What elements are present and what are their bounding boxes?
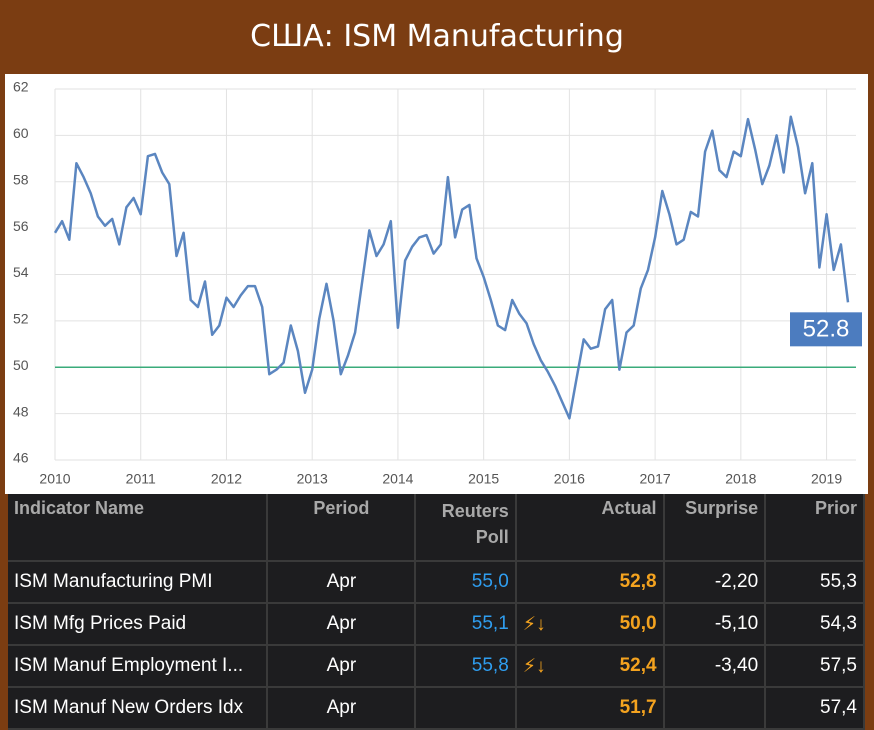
cell: ISM Manufacturing PMI bbox=[8, 561, 269, 604]
header-row: Indicator Name Period Reuters Poll Actua… bbox=[8, 494, 865, 562]
last-value-label: 52.8 bbox=[803, 316, 850, 343]
cell-text: 52,4 bbox=[619, 654, 657, 676]
alert-icon: ⚡↓ bbox=[522, 655, 546, 677]
chart: 46 48 50 52 54 56 58 60 62 2010 2011 2012 2013 2014 20… bbox=[5, 74, 868, 494]
cell: Apr bbox=[267, 687, 417, 730]
y-tick-label: 56 bbox=[13, 218, 29, 234]
x-tick-label: 2011 bbox=[126, 471, 156, 487]
cell: ISM Manuf New Orders Idx bbox=[8, 687, 269, 730]
quote-table: Indicator Name Period Reuters Poll Actua… bbox=[8, 494, 865, 730]
y-tick-label: 54 bbox=[13, 264, 29, 280]
cell: 51,7 bbox=[515, 687, 665, 730]
cell bbox=[663, 687, 767, 730]
cell: 55,1 bbox=[415, 603, 517, 646]
cell: 55,3 bbox=[765, 561, 865, 604]
x-tick-label: 2016 bbox=[554, 471, 585, 487]
y-tick-label: 62 bbox=[13, 79, 29, 95]
x-tick-label: 2012 bbox=[211, 471, 242, 487]
cell: 55,8 bbox=[415, 645, 517, 688]
line bbox=[53, 115, 850, 420]
cell: -3,40 bbox=[663, 645, 767, 688]
x-tick-label: 2010 bbox=[39, 471, 70, 487]
x-tick-label: 2019 bbox=[811, 471, 842, 487]
col-header: Actual bbox=[515, 494, 665, 562]
x-tick-label: 2017 bbox=[640, 471, 671, 487]
y-tick-label: 60 bbox=[13, 125, 29, 141]
y-tick-label: 58 bbox=[13, 171, 29, 187]
cell: -5,10 bbox=[663, 603, 767, 646]
cell: ISM Mfg Prices Paid bbox=[8, 603, 269, 646]
col-header: Period bbox=[267, 494, 417, 562]
col-header: Prior bbox=[765, 494, 865, 562]
row[interactable]: ISM Manufacturing PMI Apr 55,0 52,8 -2,2… bbox=[8, 561, 865, 604]
col-header: Surprise bbox=[663, 494, 767, 562]
cell: 52,8 bbox=[515, 561, 665, 604]
cell: 54,3 bbox=[765, 603, 865, 646]
cell: 57,5 bbox=[765, 645, 865, 688]
row[interactable]: ISM Manuf New Orders Idx Apr 51,7 57,4 bbox=[8, 687, 865, 730]
cell: ⚡↓ 50,0 bbox=[515, 603, 665, 646]
cell: Apr bbox=[267, 561, 417, 604]
y-tick-label: 48 bbox=[13, 403, 29, 419]
row[interactable]: ISM Mfg Prices Paid Apr 55,1 ⚡↓ 50,0 -5,1… bbox=[8, 603, 865, 646]
x-tick-label: 2013 bbox=[297, 471, 328, 487]
y-tick-label: 52 bbox=[13, 311, 29, 327]
title: США: ISM Manufacturing bbox=[250, 19, 624, 54]
cell: ISM Manuf Employment I... bbox=[8, 645, 269, 688]
col-header: Indicator Name bbox=[8, 494, 269, 562]
col-header: Reuters Poll bbox=[415, 494, 517, 562]
cell-text: 50,0 bbox=[619, 612, 657, 634]
cell: 55,0 bbox=[415, 561, 517, 604]
cell: -2,20 bbox=[663, 561, 767, 604]
row[interactable]: ISM Manuf Employment I... Apr 55,8 ⚡↓ 52,… bbox=[8, 645, 865, 688]
y-tick-label: 50 bbox=[13, 357, 29, 373]
cell: ⚡↓ 52,4 bbox=[515, 645, 665, 688]
cell bbox=[415, 687, 517, 730]
x-tick-label: 2018 bbox=[725, 471, 756, 487]
last-value-box bbox=[790, 312, 862, 347]
cell: 57,4 bbox=[765, 687, 865, 730]
cell: Apr bbox=[267, 603, 417, 646]
x-tick-label: 2014 bbox=[382, 471, 413, 487]
alert-icon: ⚡↓ bbox=[522, 613, 546, 635]
y-tick-label: 46 bbox=[13, 450, 29, 466]
cell: Apr bbox=[267, 645, 417, 688]
x-tick-label: 2015 bbox=[468, 471, 499, 487]
